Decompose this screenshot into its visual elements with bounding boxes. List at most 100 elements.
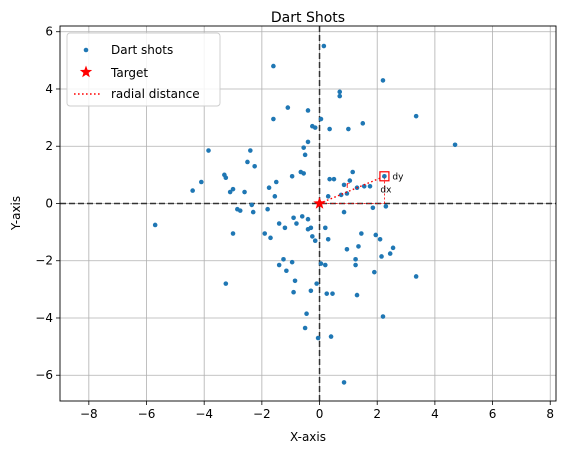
y-tick-label: −2: [35, 254, 53, 268]
dart-shot-point: [328, 334, 334, 339]
r-label: r: [346, 181, 350, 191]
dart-shot-point: [248, 148, 253, 153]
legend-label-dart-shots: Dart shots: [111, 43, 173, 57]
dart-shot-point: [325, 236, 331, 242]
dart-shot-point: [344, 246, 350, 252]
x-ticks: −8 −6 −4 −2 0 2 4 6 8: [80, 401, 554, 421]
dart-shot-point: [323, 262, 328, 268]
dart-shot-point: [281, 257, 286, 262]
dart-shot-point: [262, 231, 268, 236]
target-marker-group: [313, 196, 326, 209]
reference-lines: [60, 26, 556, 401]
dart-shot-point: [242, 189, 247, 195]
dart-shot-point: [413, 113, 419, 119]
y-tick-label: 6: [45, 25, 53, 39]
dart-shot-point: [308, 288, 314, 294]
legend-marker-dart-shots: [83, 47, 89, 53]
dart-shot-point: [266, 185, 272, 191]
dart-shot-point: [223, 281, 229, 286]
dart-shot-point: [302, 152, 308, 158]
dart-shot-point: [325, 194, 331, 199]
dart-shot-point: [305, 108, 311, 113]
dart-shot-point: [245, 159, 250, 165]
dart-shot-point: [360, 121, 366, 126]
dart-shot-point: [350, 169, 355, 175]
x-tick-label: 8: [546, 407, 554, 421]
dart-shot-point: [341, 209, 347, 215]
dart-shot-point: [301, 145, 306, 150]
dart-shot-point: [276, 221, 282, 226]
y-tick-label: 2: [45, 139, 53, 153]
dart-shot-point: [312, 125, 318, 130]
dart-shot-point: [299, 214, 305, 219]
dart-shot-point: [314, 281, 319, 286]
dart-shot-point: [291, 215, 296, 221]
dart-shot-point: [227, 189, 233, 195]
legend-marker-target: [79, 65, 93, 78]
dart-shot-point: [321, 43, 327, 49]
dart-shot-point: [331, 176, 337, 182]
dart-shot-point: [237, 208, 243, 213]
legend-box: [66, 32, 221, 107]
dx-label: dx: [380, 185, 392, 195]
dart-shot-point: [223, 175, 229, 181]
x-tick-label: −8: [80, 407, 98, 421]
chart-title: Dart Shots: [271, 10, 345, 26]
dart-shot-point: [413, 274, 419, 279]
dart-shot-point: [304, 311, 309, 316]
y-axis-label: Y-axis: [9, 196, 23, 231]
dart-shot-point: [282, 225, 288, 231]
dy-label: dy: [392, 172, 404, 182]
x-tick-label: 0: [316, 407, 324, 421]
dart-shot-point: [252, 163, 257, 169]
dart-shot-point: [337, 89, 343, 95]
dart-shot-point: [308, 225, 314, 231]
dart-shot-point: [324, 291, 330, 296]
dart-shot-point: [294, 221, 299, 226]
y-tick-label: −6: [35, 368, 53, 382]
dart-shot-point: [380, 314, 386, 319]
dart-shot-point: [318, 261, 324, 266]
dart-shot-point: [353, 257, 358, 262]
y-tick-label: 4: [45, 82, 53, 96]
dart-shot-point: [318, 116, 324, 122]
x-tick-label: 6: [489, 407, 497, 421]
dart-shot-point: [271, 116, 276, 122]
dart-shot-point: [285, 105, 291, 110]
dart-shot-point: [190, 188, 195, 193]
dart-shot-point: [271, 63, 276, 69]
dart-shot-point: [370, 205, 376, 211]
highlighted-shot-box: [379, 171, 390, 182]
dart-shot-point: [373, 232, 379, 238]
dart-shot-point: [383, 204, 389, 209]
grid: [60, 26, 556, 401]
dart-shot-point: [327, 126, 332, 132]
dart-shot-point: [292, 278, 298, 284]
dart-shot-point: [452, 142, 458, 148]
dart-shot-point: [250, 209, 256, 215]
x-tick-label: −4: [195, 407, 213, 421]
dart-shot-point: [356, 244, 361, 249]
dart-shot-points: [152, 43, 458, 385]
y-tick-label: −4: [35, 311, 53, 325]
dart-shot-point: [276, 262, 282, 268]
dart-shot-point: [380, 78, 386, 83]
dart-shot-point: [341, 380, 347, 385]
dart-shot-point: [230, 231, 236, 236]
dart-shot-point: [284, 268, 289, 274]
plot-frame: [59, 25, 557, 402]
dart-shot-point: [289, 173, 295, 179]
dart-shot-point: [230, 186, 236, 192]
dart-shot-point: [315, 335, 321, 341]
dart-shot-point: [359, 231, 364, 236]
dart-shot-point: [152, 222, 158, 228]
dart-shot-point: [305, 216, 311, 222]
dart-shot-point: [337, 93, 343, 99]
dart-shot-point: [310, 234, 315, 239]
x-tick-label: −2: [253, 407, 271, 421]
dart-shot-point: [344, 191, 350, 196]
target-marker: [313, 196, 326, 209]
dart-shot-point: [377, 236, 383, 242]
